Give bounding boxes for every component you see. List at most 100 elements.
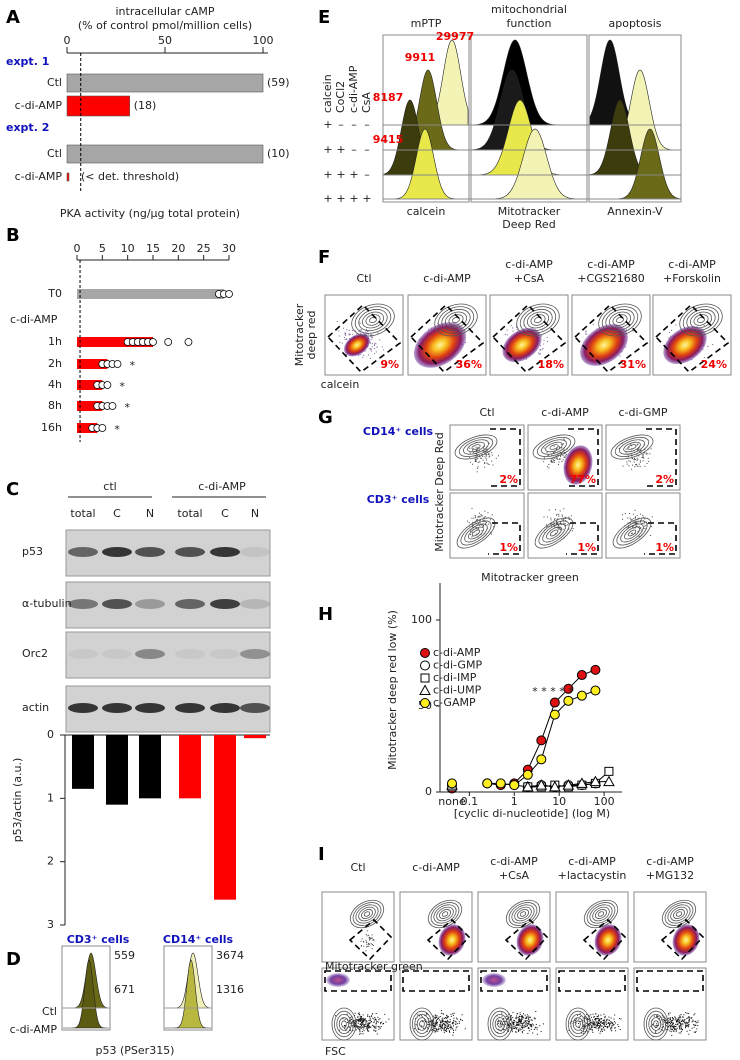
event-dot (613, 1021, 615, 1023)
event-dot (518, 1021, 520, 1023)
event-dot (611, 1021, 613, 1023)
row-label: CD14⁺ cells (363, 425, 434, 438)
blot-band (102, 599, 132, 609)
contour (686, 308, 716, 332)
marker (420, 660, 430, 671)
event-dot (445, 1017, 447, 1019)
event-dot (675, 1028, 677, 1030)
contour (549, 444, 559, 450)
column-header: +MG132 (646, 869, 694, 882)
event-dot (468, 525, 470, 527)
event-dot (674, 1019, 676, 1021)
group-label: expt. 2 (6, 121, 49, 134)
event-dot (527, 1032, 529, 1034)
event-dot (350, 1029, 352, 1031)
chart-subtitle: (% of control pmol/million cells) (78, 19, 252, 32)
event-dot (584, 1016, 586, 1018)
percent-label: 1% (577, 541, 596, 554)
event-dot (446, 1030, 448, 1032)
event-dot (440, 1022, 442, 1024)
category-label: T0 (47, 287, 62, 300)
event-dot (509, 1016, 511, 1018)
event-dot (384, 1013, 386, 1015)
gate (409, 303, 485, 374)
event-dot (558, 527, 560, 529)
category-label: 1h (48, 335, 62, 348)
contour (519, 911, 527, 917)
event-dot (670, 1020, 672, 1022)
event-dot (554, 451, 556, 453)
event-dot (355, 1029, 357, 1031)
event-dot (513, 1022, 515, 1024)
event-dot (604, 1021, 606, 1023)
event-dot (364, 1018, 366, 1020)
event-dot (541, 349, 543, 351)
event-dot (695, 1030, 697, 1032)
event-dot (557, 527, 559, 529)
contour (441, 308, 471, 332)
event-dot (366, 330, 368, 332)
event-dot (649, 535, 651, 537)
event-dot (674, 1016, 676, 1018)
event-dot (610, 1023, 612, 1025)
event-dot (552, 451, 554, 453)
event-dot (675, 1020, 677, 1022)
event-dot (453, 1020, 455, 1022)
event-dot (345, 354, 347, 356)
event-dot (659, 1022, 661, 1024)
event-dot (565, 525, 567, 527)
contour (468, 526, 484, 540)
event-dot (550, 519, 552, 521)
event-dot (563, 443, 565, 445)
plot-frame (399, 891, 473, 963)
event-dot (691, 1017, 693, 1019)
event-dot (554, 460, 556, 462)
contour (575, 1020, 581, 1028)
event-dot (349, 1027, 351, 1029)
event-dot (586, 1013, 588, 1015)
event-dot (375, 1021, 377, 1023)
event-dot (353, 1024, 355, 1026)
event-dot (598, 1019, 600, 1021)
event-dot (351, 1023, 353, 1025)
contour (369, 316, 377, 324)
event-dot (598, 1024, 600, 1026)
contour (541, 439, 567, 455)
event-dot (559, 521, 561, 523)
event-dot (447, 1026, 449, 1028)
gate (490, 428, 521, 487)
event-dot (665, 1029, 667, 1031)
event-dot (697, 1020, 699, 1022)
event-dot (371, 343, 373, 345)
contour (411, 1010, 432, 1038)
event-dot (519, 1018, 521, 1020)
contour (646, 1010, 667, 1038)
event-dot (551, 523, 553, 525)
event-dot (524, 1018, 526, 1020)
event-dot (631, 518, 633, 520)
histogram (63, 959, 109, 1029)
event-dot (583, 1024, 585, 1026)
event-dot (642, 453, 644, 455)
event-dot (529, 1024, 531, 1026)
event-dot (637, 443, 639, 445)
event-dot (688, 1016, 690, 1018)
event-dot (584, 1027, 586, 1029)
contour (670, 906, 688, 922)
event-dot (434, 1026, 436, 1028)
gate (582, 918, 627, 961)
column-header: c-di-GMP (618, 406, 667, 419)
event-dot (375, 1013, 377, 1015)
event-dot (424, 1019, 426, 1021)
event-dot (523, 1013, 525, 1015)
event-dot (360, 1033, 362, 1035)
event-dot (483, 521, 485, 523)
row-label: actin (22, 701, 49, 714)
event-dot (562, 450, 564, 452)
event-dot (483, 519, 485, 521)
event-dot (624, 513, 626, 515)
event-dot (504, 1020, 506, 1022)
event-dot (477, 455, 479, 457)
event-dot (578, 1018, 580, 1020)
event-dot (483, 517, 485, 519)
